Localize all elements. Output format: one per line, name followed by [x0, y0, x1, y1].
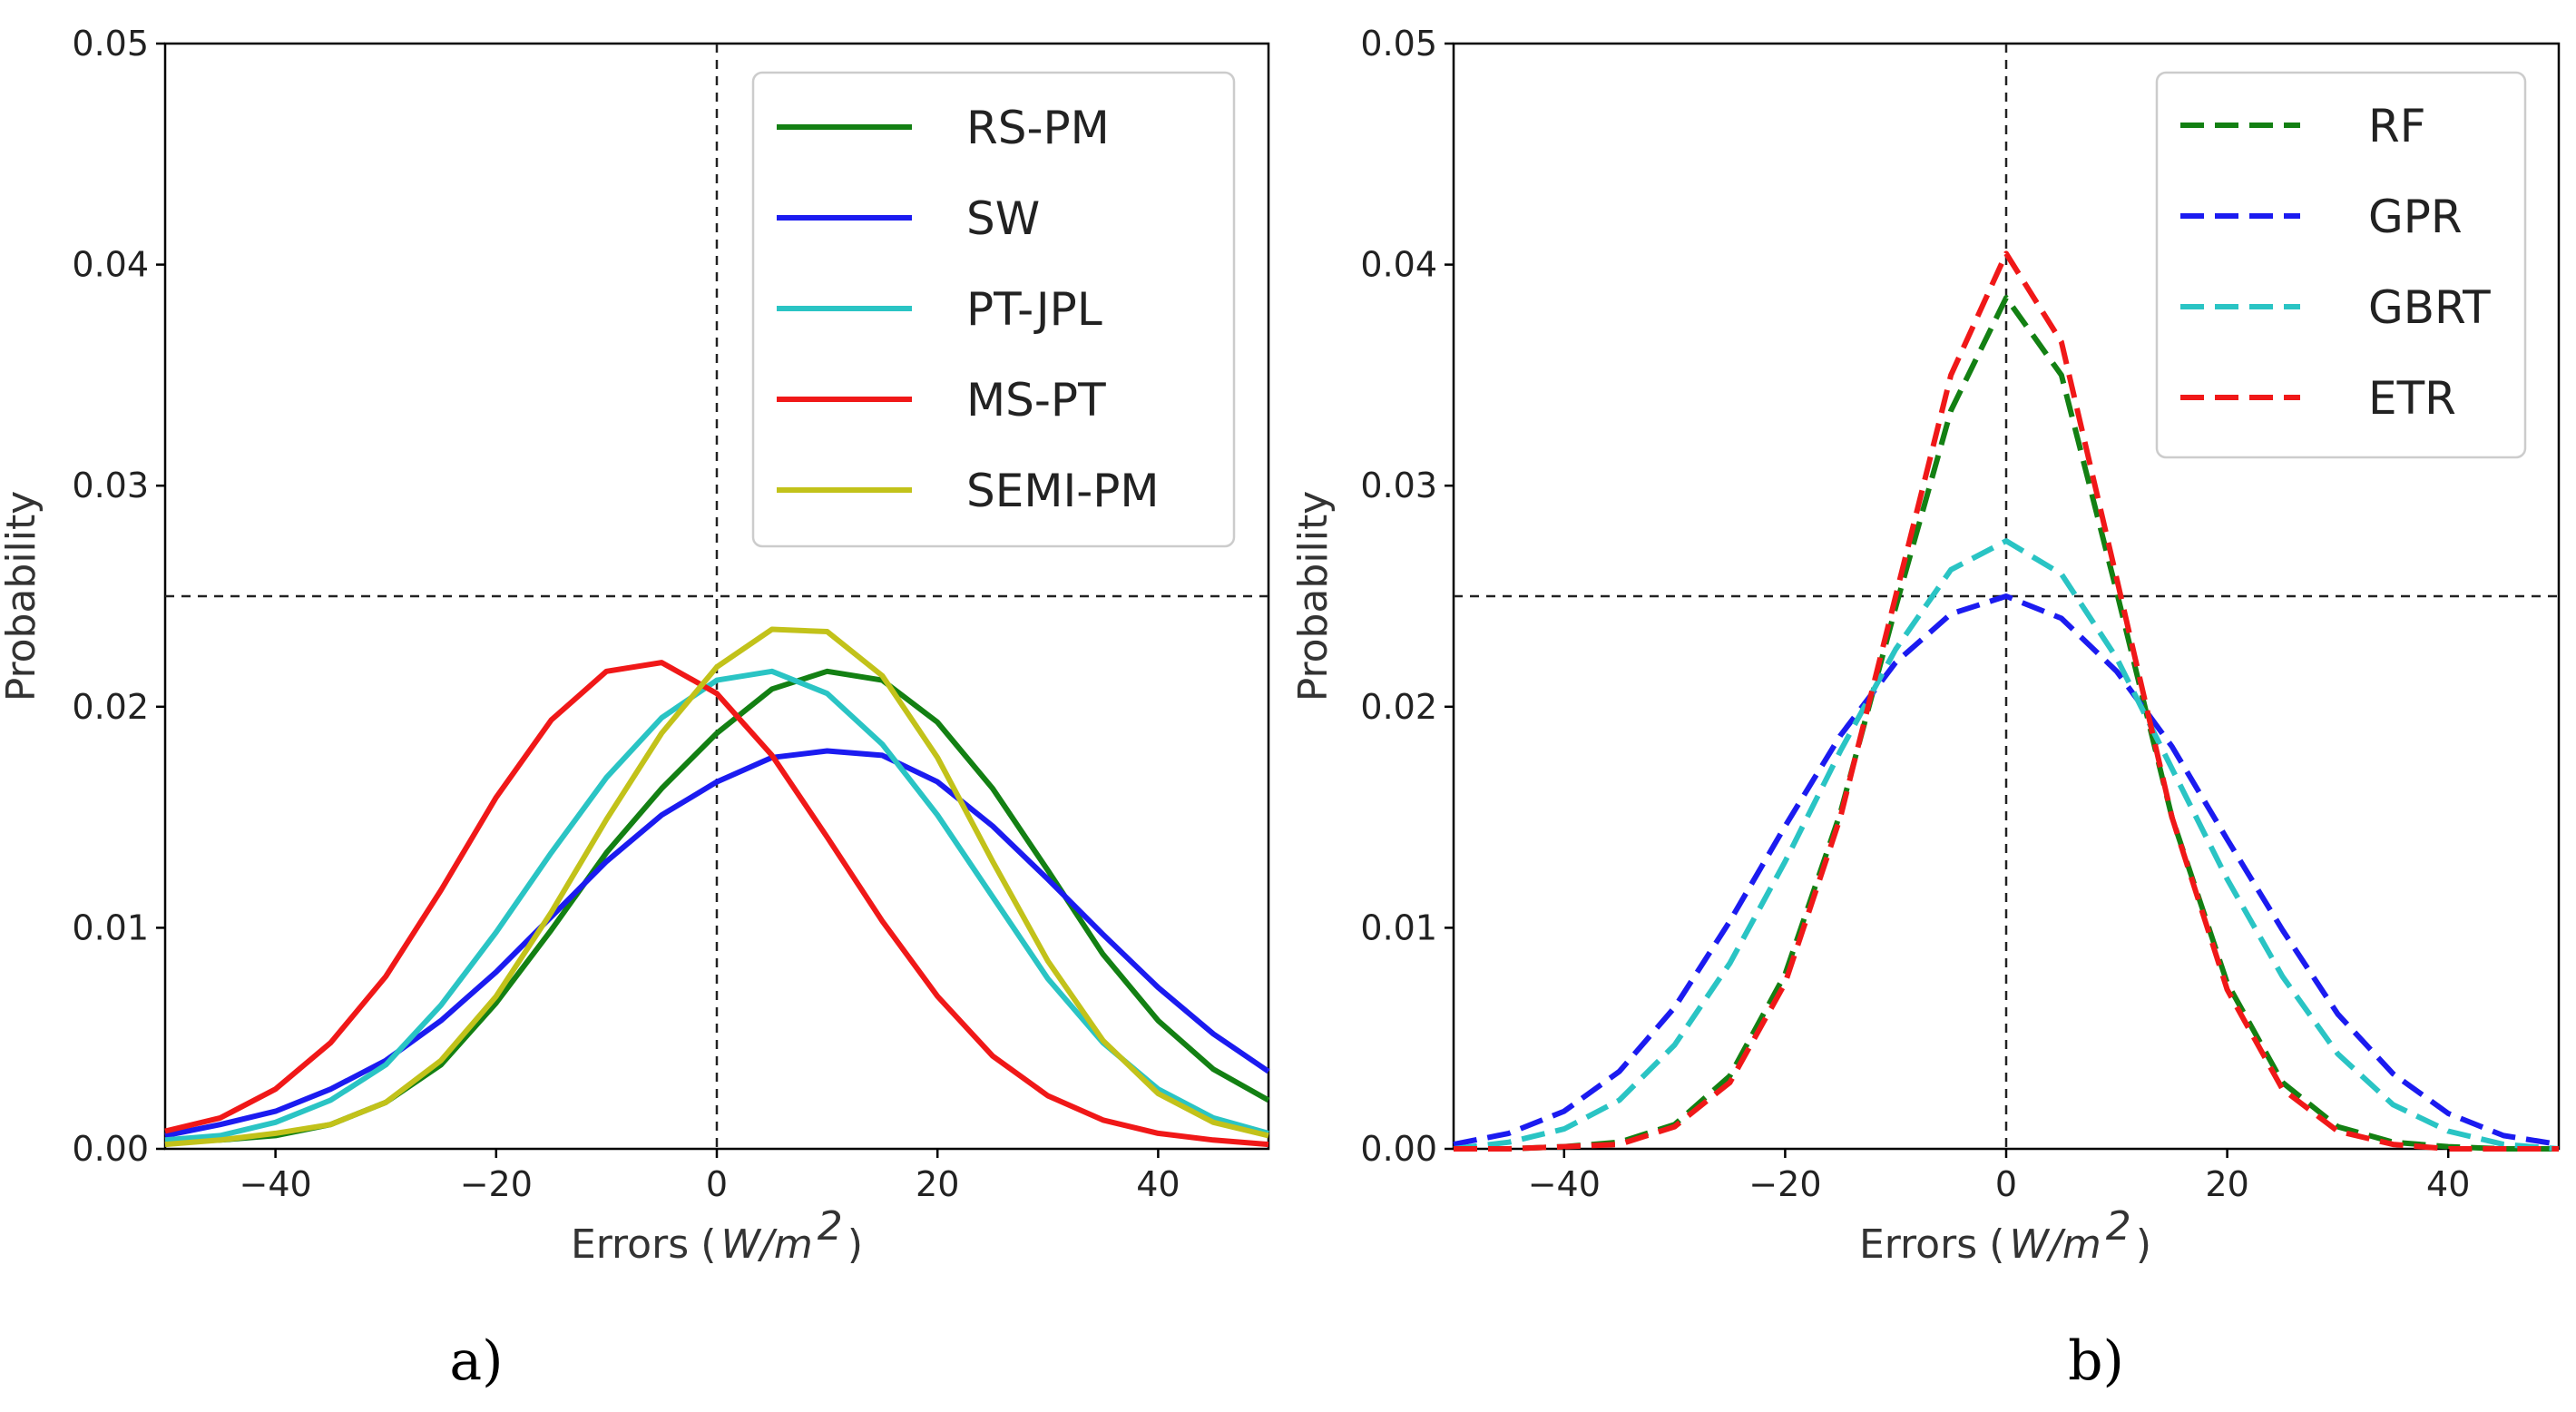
panel-a-x-axis-label: Errors	[571, 1221, 689, 1268]
series-line-semi-pm	[164, 626, 1269, 1148]
legend-label-gpr: GPR	[2368, 191, 2463, 243]
panel-a-x-axis-unit: W/m	[720, 1221, 812, 1268]
y-tick-label: 0.01	[72, 907, 149, 947]
panel-b-x-ticks: −40 −20 0 20 40	[1528, 1149, 2470, 1204]
y-tick-label: 0.03	[72, 466, 149, 505]
series-line-gbrt	[1453, 538, 2560, 1152]
legend-label-semi-pm: SEMI-PM	[966, 465, 1160, 517]
legend-label-etr: ETR	[2368, 372, 2456, 425]
legend-label-rf: RF	[2368, 100, 2426, 152]
x-tick-label: −20	[1748, 1164, 1821, 1204]
legend-label-sw: SW	[966, 192, 1040, 245]
legend-label-pt-jpl: PT-JPL	[966, 283, 1102, 336]
y-tick-label: 0.05	[72, 24, 149, 64]
series-line-gpr	[1453, 593, 2560, 1148]
panel-a-label: a)	[449, 1329, 503, 1393]
y-tick-label: 0.04	[72, 245, 149, 285]
panel-a-legend-box	[751, 71, 1236, 548]
panel-b-legend: RF GPR GBRT ETR	[2155, 71, 2527, 459]
panel-a-y-axis-label: Probability	[0, 491, 44, 702]
panel-a-x-axis-unit-exponent: 2	[818, 1203, 843, 1250]
y-tick-label: 0.04	[1360, 245, 1437, 285]
x-tick-label: −40	[1528, 1164, 1601, 1204]
y-tick-label: 0.03	[1360, 466, 1437, 505]
x-tick-label: −20	[460, 1164, 533, 1204]
series-line-sw	[164, 748, 1270, 1139]
x-tick-label: 0	[706, 1164, 728, 1204]
panel-b-y-ticks: 0.00 0.01 0.02 0.03 0.04 0.05	[1360, 24, 1454, 1169]
y-tick-label: 0.00	[1360, 1129, 1437, 1169]
x-tick-label: 40	[1136, 1164, 1180, 1204]
panel-b-label: b)	[2068, 1329, 2124, 1393]
panel-b-x-axis-label-group: Errors ( W/m 2 )	[1859, 1203, 2151, 1268]
series-line-ms-pt	[164, 660, 1269, 1148]
series-line-etr	[1454, 250, 2559, 1152]
panel-a-series-lines	[164, 626, 1270, 1148]
panel-a-chart: −40 −20 0 20 40 0.00 0.01 0.02 0.03 0.04 0.05 Pro…	[0, 24, 1270, 1393]
y-tick-label: 0.02	[1360, 687, 1437, 727]
panel-b-legend-box	[2155, 71, 2527, 459]
panel-a-x-ticks: −40 −20 0 20 40	[239, 1149, 1180, 1204]
panel-a-reference-lines	[165, 44, 1268, 1149]
y-tick-label: 0.02	[72, 687, 149, 727]
panel-a-x-axis-label-group: Errors ( W/m 2 )	[571, 1203, 863, 1268]
x-tick-label: 40	[2426, 1164, 2470, 1204]
x-tick-label: −40	[239, 1164, 311, 1204]
legend-label-rs-pm: RS-PM	[966, 102, 1110, 154]
y-tick-label: 0.05	[1360, 24, 1437, 64]
x-tick-label: 0	[1995, 1164, 2017, 1204]
panel-b-y-axis-label: Probability	[1290, 491, 1337, 702]
panel-b-x-axis-label: Errors	[1859, 1221, 1977, 1268]
legend-label-gbrt: GBRT	[2368, 281, 2491, 334]
panel-a-legend: RS-PM SW PT-JPL MS-PT SEMI-PM	[751, 71, 1236, 548]
panel-b-series-lines	[1453, 250, 2560, 1152]
panel-b-chart: −40 −20 0 20 40 0.00 0.01 0.02 0.03 0.04 0.05 Pro…	[1290, 24, 2561, 1393]
panel-a-y-ticks: 0.00 0.01 0.02 0.03 0.04 0.05	[72, 24, 165, 1169]
panel-b-reference-lines	[1454, 44, 2559, 1149]
legend-label-ms-pt: MS-PT	[966, 374, 1106, 427]
series-line-pt-jpl	[164, 668, 1269, 1143]
x-tick-label: 20	[2205, 1164, 2248, 1204]
panel-b-x-axis-unit: W/m	[2009, 1221, 2101, 1268]
x-tick-label: 20	[916, 1164, 959, 1204]
panel-b-x-axis-unit-exponent: 2	[2106, 1203, 2131, 1250]
y-tick-label: 0.01	[1360, 907, 1437, 947]
y-tick-label: 0.00	[72, 1129, 149, 1169]
